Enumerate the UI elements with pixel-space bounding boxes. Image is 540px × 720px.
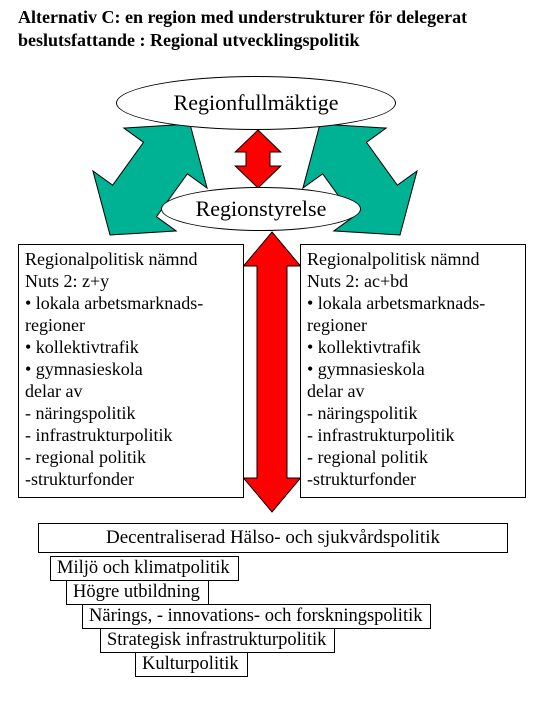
right-committee-line: - infrastrukturpolitik: [307, 425, 519, 447]
left-committee-line: - infrastrukturpolitik: [25, 425, 237, 447]
right-committee-line: regioner: [307, 315, 519, 337]
right-committee-line: Regionalpolitisk nämnd: [307, 249, 519, 271]
policy-stack-item: Högre utbildning: [66, 580, 209, 605]
regionfullmaktige-ellipse: Regionfullmäktige: [116, 76, 396, 130]
diagram-canvas: Alternativ C: en region med understruktu…: [0, 0, 540, 720]
left-committee-line: • gymnasieskola: [25, 359, 237, 381]
policy-stack-item: Kulturpolitik: [135, 652, 248, 677]
left-committee-line: delar av: [25, 381, 237, 403]
left-committee-box: Regionalpolitisk nämndNuts 2: z+y• lokal…: [18, 244, 244, 498]
left-committee-line: • kollektivtrafik: [25, 337, 237, 359]
regionfullmaktige-label: Regionfullmäktige: [174, 90, 339, 116]
policy-stack-item: Närings, - innovations- och forskningspo…: [82, 604, 431, 629]
left-committee-line: regioner: [25, 315, 237, 337]
left-committee-line: • lokala arbetsmarknads-: [25, 293, 237, 315]
left-committee-line: -strukturfonder: [25, 469, 237, 491]
policy-stack-item: Miljö och klimatpolitik: [50, 556, 239, 581]
right-committee-line: - näringspolitik: [307, 403, 519, 425]
right-committee-line: • kollektivtrafik: [307, 337, 519, 359]
left-committee-line: - näringspolitik: [25, 403, 237, 425]
decentraliserad-label: Decentraliserad Hälso- och sjukvårdspoli…: [106, 527, 440, 548]
right-committee-line: -strukturfonder: [307, 469, 519, 491]
left-committee-line: - regional politik: [25, 447, 237, 469]
policy-stack-item: Strategisk infrastrukturpolitik: [100, 628, 335, 653]
right-committee-line: • gymnasieskola: [307, 359, 519, 381]
title-line-1: Alternativ C: en region med understruktu…: [18, 7, 467, 27]
right-committee-line: delar av: [307, 381, 519, 403]
right-committee-box: Regionalpolitisk nämndNuts 2: ac+bd• lok…: [300, 244, 526, 498]
left-committee-line: Regionalpolitisk nämnd: [25, 249, 237, 271]
right-committee-line: • lokala arbetsmarknads-: [307, 293, 519, 315]
right-committee-line: Nuts 2: ac+bd: [307, 271, 519, 293]
left-committee-line: Nuts 2: z+y: [25, 271, 237, 293]
right-committee-line: - regional politik: [307, 447, 519, 469]
decentraliserad-box: Decentraliserad Hälso- och sjukvårdspoli…: [38, 523, 508, 553]
